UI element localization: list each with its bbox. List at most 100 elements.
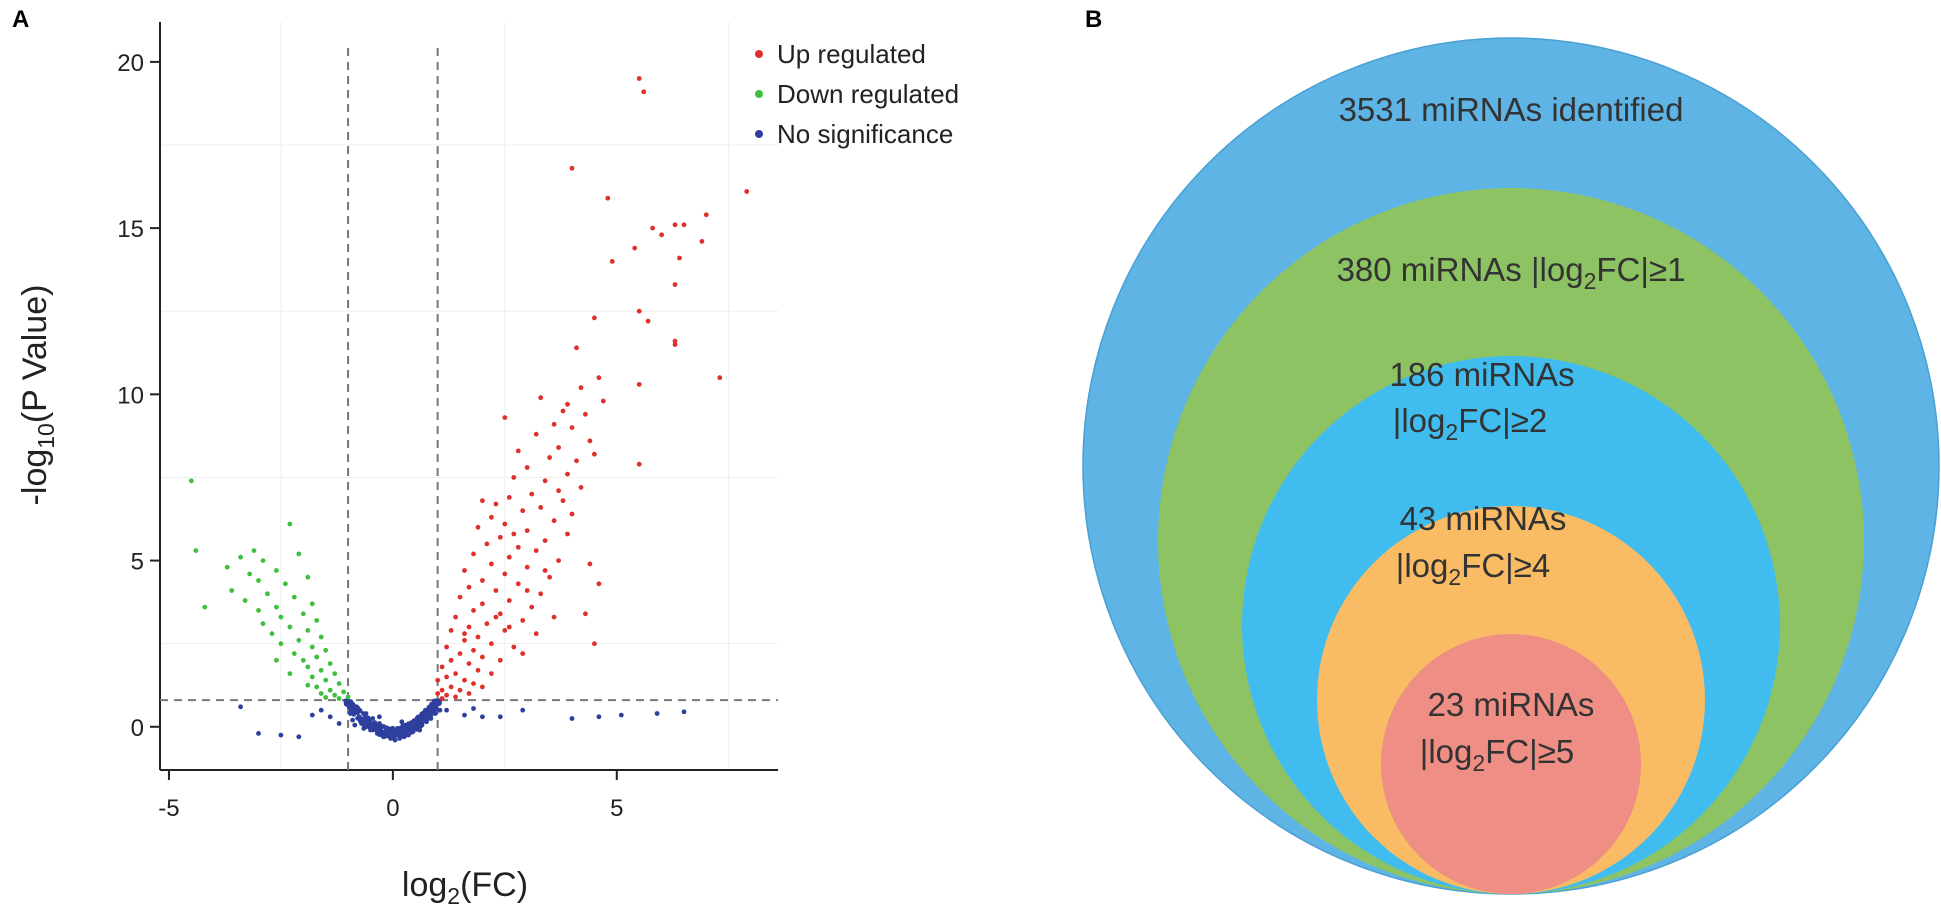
point-up xyxy=(551,614,557,620)
point-up xyxy=(462,568,467,573)
point-none xyxy=(359,721,364,726)
point-down xyxy=(314,654,320,660)
point-up xyxy=(641,89,647,95)
point-up xyxy=(672,282,678,287)
point-down xyxy=(327,687,333,693)
point-down xyxy=(314,618,320,623)
point-up xyxy=(502,628,508,633)
point-up xyxy=(435,691,441,696)
point-down xyxy=(305,628,311,633)
y-tick-label: 20 xyxy=(117,50,144,77)
point-none xyxy=(426,709,432,715)
point-down xyxy=(323,647,329,653)
legend-label-down: Down regulated xyxy=(777,79,959,109)
point-none xyxy=(356,714,362,720)
point-up xyxy=(466,584,472,590)
x-tick-label: 0 xyxy=(386,795,399,822)
point-up xyxy=(672,342,678,347)
point-none xyxy=(318,707,324,713)
point-down xyxy=(251,548,257,553)
point-none xyxy=(444,707,449,713)
point-none xyxy=(437,707,443,713)
point-up xyxy=(511,644,517,650)
point-up xyxy=(569,511,575,517)
label-380-log2fc-1: 380 miRNAs |log2FC|≥1 xyxy=(1337,251,1686,294)
point-up xyxy=(524,465,530,470)
point-none xyxy=(406,732,411,738)
scatter-points xyxy=(188,76,750,743)
point-up xyxy=(524,528,530,533)
point-none xyxy=(618,712,624,718)
point-up xyxy=(466,691,472,696)
point-down xyxy=(188,478,194,484)
point-up xyxy=(529,604,535,610)
point-down xyxy=(229,588,235,593)
point-up xyxy=(520,651,526,656)
point-none xyxy=(408,724,414,730)
legend-marker-none xyxy=(755,130,763,138)
point-up xyxy=(444,644,449,650)
point-none xyxy=(654,711,660,716)
label-23-log2fc-5: |log2FC|≥5 xyxy=(1420,733,1574,776)
point-up xyxy=(538,505,544,510)
point-down xyxy=(238,554,244,560)
plot-gridlines xyxy=(160,22,778,770)
point-up xyxy=(462,637,467,643)
point-down xyxy=(260,621,266,627)
point-up xyxy=(439,696,445,701)
point-up xyxy=(636,461,642,467)
label-186-log2fc-2: |log2FC|≥2 xyxy=(1393,402,1547,445)
point-none xyxy=(347,711,353,716)
point-none xyxy=(424,715,430,721)
point-up xyxy=(587,438,593,444)
point-up xyxy=(462,631,467,637)
point-down xyxy=(327,661,333,666)
point-up xyxy=(569,425,575,430)
point-none xyxy=(256,731,261,736)
point-down xyxy=(332,692,338,698)
point-none xyxy=(354,706,360,711)
point-up xyxy=(462,677,467,683)
point-up xyxy=(471,647,476,653)
point-up xyxy=(592,451,597,457)
point-up xyxy=(475,634,481,640)
point-up xyxy=(471,681,476,686)
point-none xyxy=(417,717,423,723)
point-up xyxy=(448,628,454,633)
point-up xyxy=(574,345,579,351)
legend-label-none: No significance xyxy=(777,119,953,149)
point-none xyxy=(410,729,416,735)
point-up xyxy=(533,548,539,553)
point-up xyxy=(650,225,655,231)
point-up xyxy=(444,692,449,698)
point-up xyxy=(439,664,445,670)
point-none xyxy=(433,711,438,716)
point-down xyxy=(256,608,261,613)
point-up xyxy=(542,568,548,573)
point-none xyxy=(327,714,333,720)
point-up xyxy=(489,641,494,647)
point-up xyxy=(480,684,485,690)
point-none xyxy=(430,704,436,710)
point-down xyxy=(305,574,311,580)
label-43-count: 43 miRNAs xyxy=(1400,500,1567,537)
point-down xyxy=(318,634,324,640)
point-up xyxy=(489,514,494,520)
point-none xyxy=(569,716,575,721)
point-up xyxy=(592,315,597,321)
point-up xyxy=(439,687,445,693)
point-none xyxy=(431,698,437,704)
point-up xyxy=(484,621,490,627)
point-up xyxy=(475,524,481,530)
legend-marker-down xyxy=(755,90,763,98)
point-up xyxy=(556,558,561,563)
point-up xyxy=(444,674,449,680)
point-up xyxy=(497,657,503,663)
point-none xyxy=(401,734,407,740)
point-none xyxy=(417,727,423,733)
point-up xyxy=(502,415,508,420)
circle-log2fc-5 xyxy=(1381,634,1641,894)
point-none xyxy=(462,712,467,718)
point-up xyxy=(636,308,642,314)
